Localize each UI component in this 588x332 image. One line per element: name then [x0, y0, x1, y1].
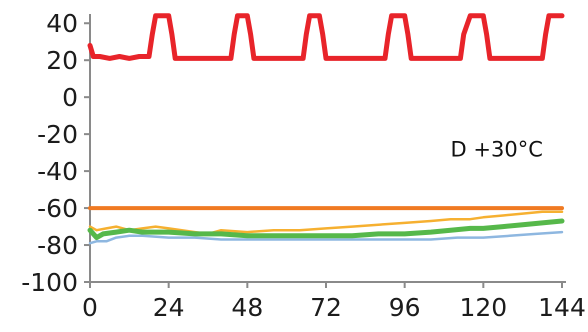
series-line [87, 218, 565, 241]
x-tick-label: 144 [538, 293, 586, 322]
x-tick-label: 96 [389, 293, 421, 322]
y-tick-label: -80 [37, 231, 78, 260]
series-group [87, 13, 565, 245]
y-tick-label: -60 [37, 194, 78, 223]
x-tick-label: 0 [82, 293, 98, 322]
y-tick-label: -40 [37, 157, 78, 186]
x-tick-label: 24 [153, 293, 185, 322]
y-tick-label: 20 [46, 46, 78, 75]
x-tick-label: 72 [310, 293, 342, 322]
x-tick-label: 120 [459, 293, 507, 322]
y-tick-label: 40 [46, 9, 78, 38]
y-tick-label: -20 [37, 120, 78, 149]
series-line [88, 230, 564, 245]
axes [84, 14, 566, 288]
y-tick-label: -100 [21, 268, 78, 297]
series-line [87, 13, 565, 61]
y-tick-label: 0 [62, 83, 78, 112]
annotation-label: D +30°C [451, 137, 543, 161]
x-tick-label: 48 [231, 293, 263, 322]
